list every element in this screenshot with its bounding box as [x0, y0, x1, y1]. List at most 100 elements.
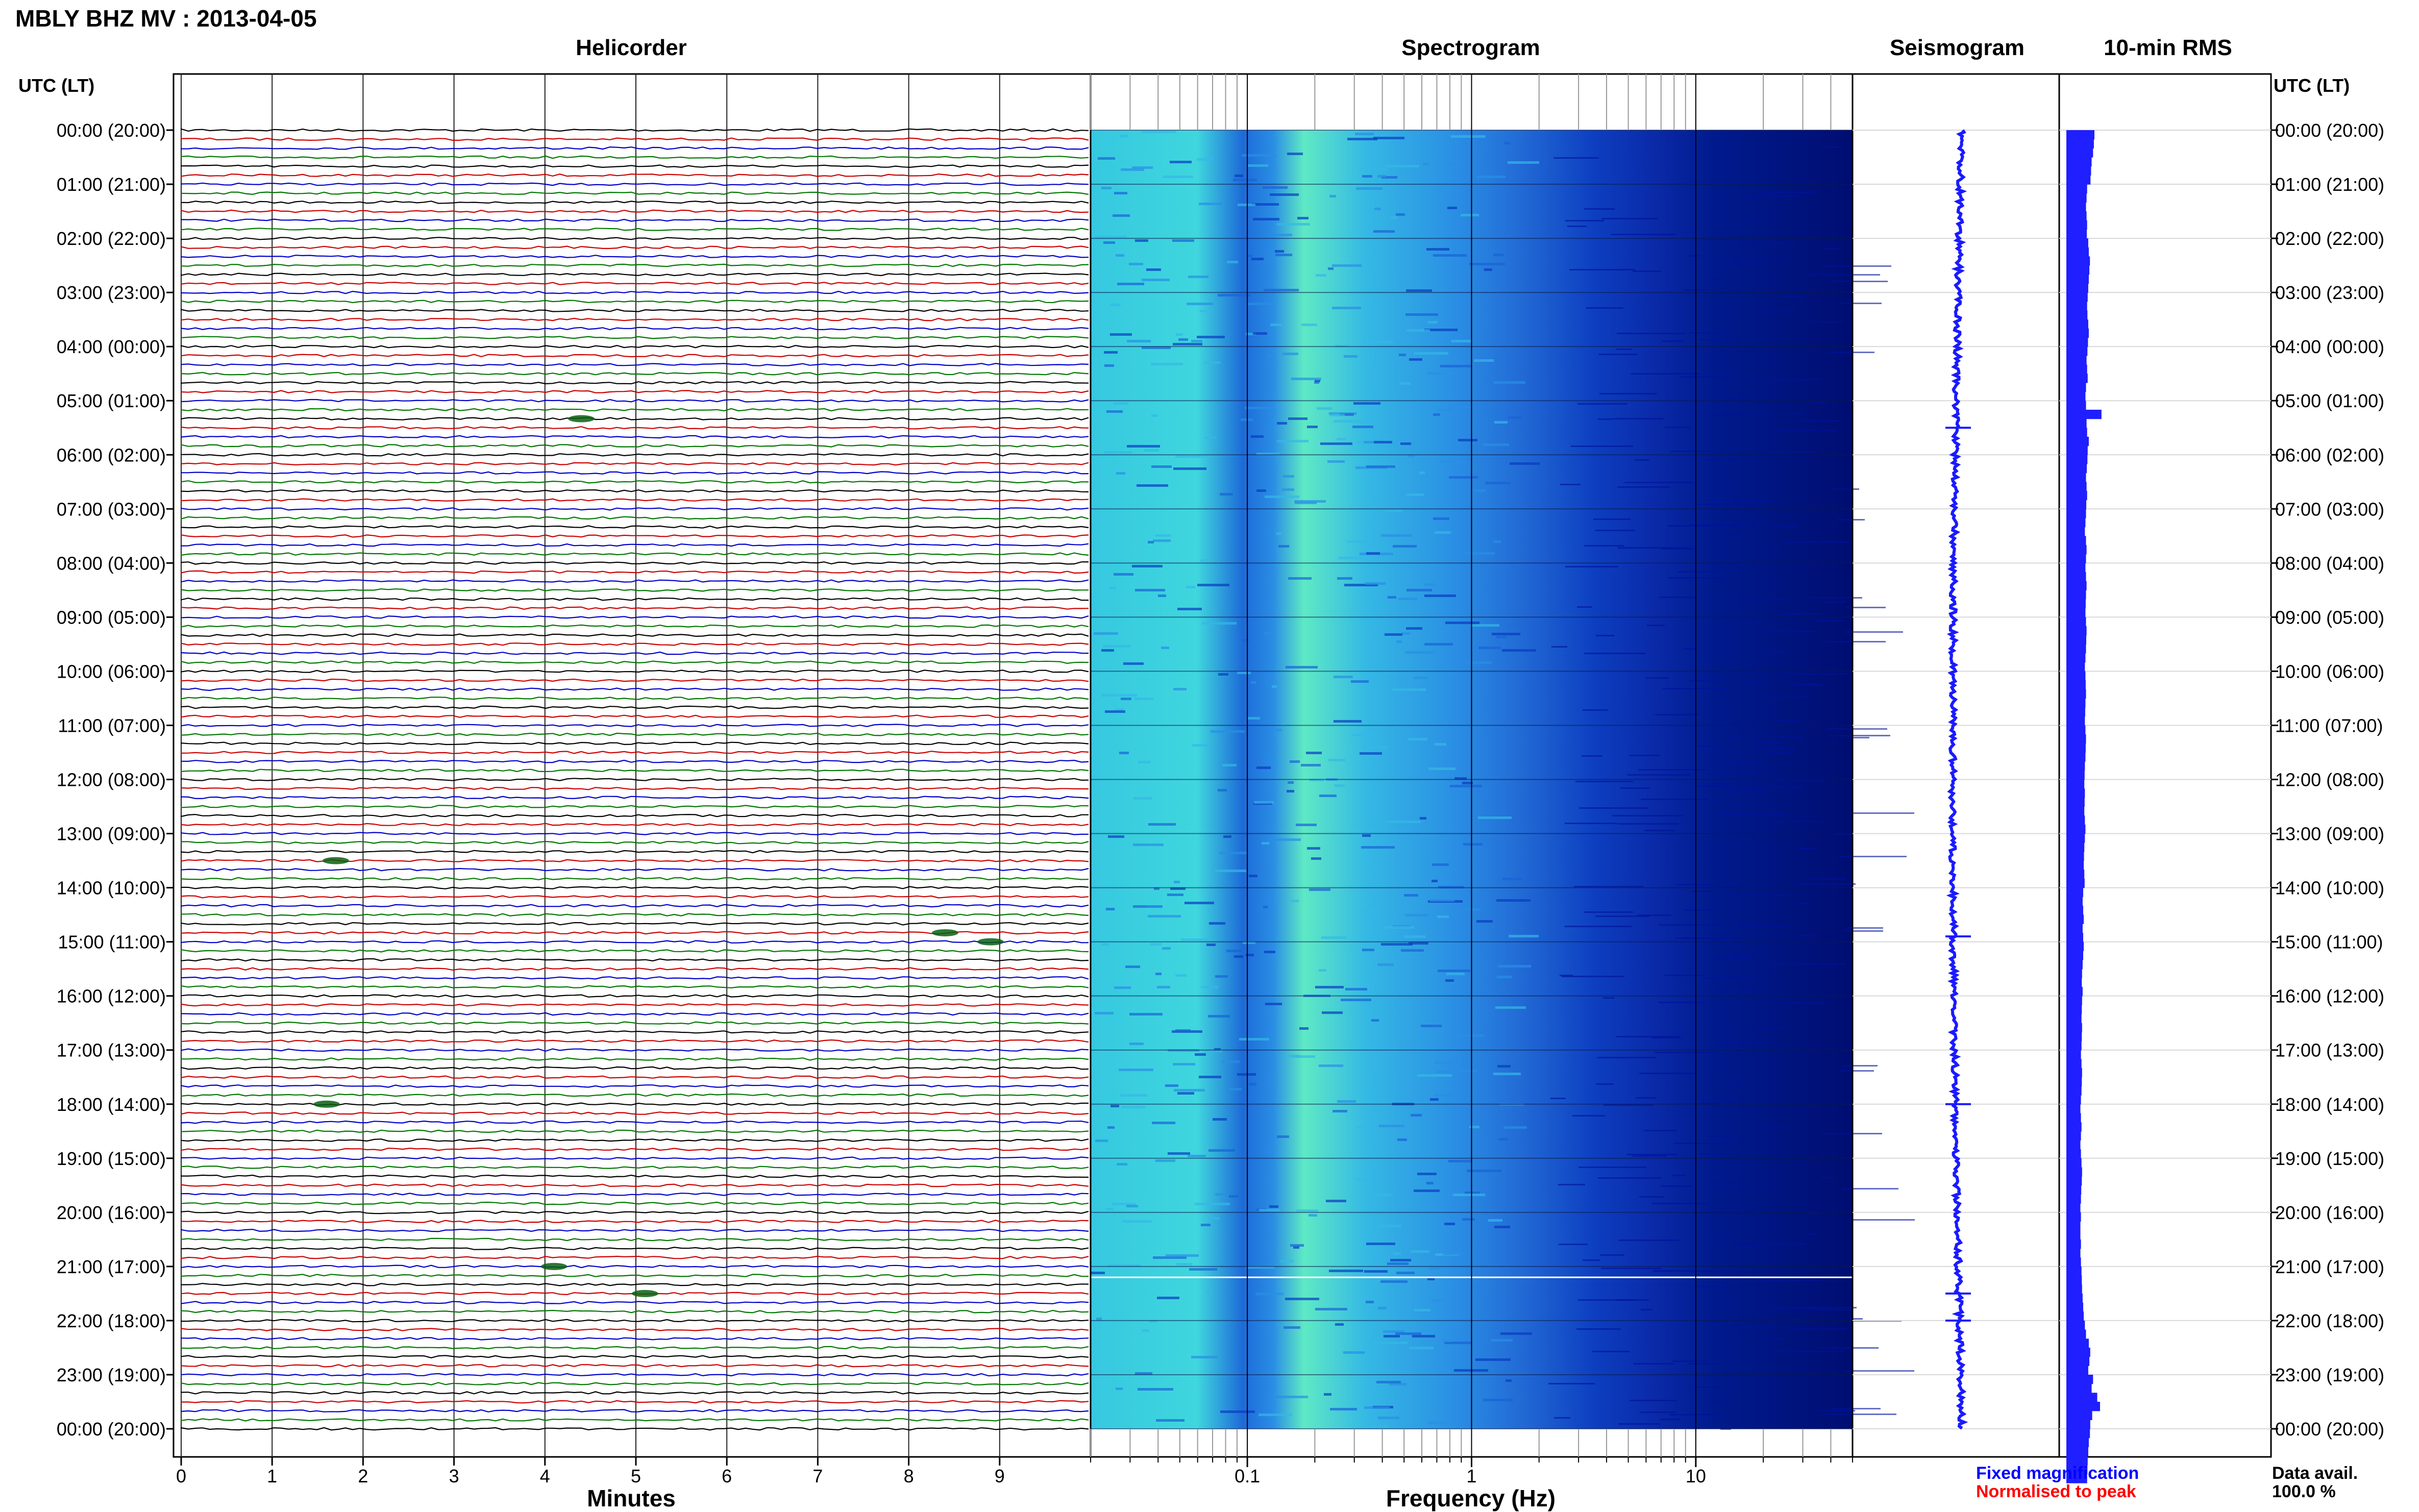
- helicorder-panel: 0 1 2 3 4 5 6 7 8 9: [172, 73, 1092, 1486]
- rms-bar: [2066, 319, 2088, 329]
- right-time-tick-label: 11:00 (07:00): [2275, 715, 2383, 736]
- spectrogram-texture: [1253, 218, 1279, 220]
- spectrogram-texture: [1285, 1298, 1319, 1300]
- right-time-tick-label: 22:00 (18:00): [2275, 1310, 2384, 1331]
- helicorder-trace: [180, 1210, 1089, 1214]
- helicorder-trace: [180, 705, 1089, 709]
- spectrogram-texture: [1421, 1025, 1442, 1027]
- spectrogram-texture: [1125, 965, 1140, 968]
- spectrogram-texture: [1823, 1414, 1836, 1415]
- spectrogram-texture: [1174, 881, 1180, 883]
- spectrogram-texture: [1782, 541, 1849, 543]
- spectrogram-texture: [1262, 842, 1269, 845]
- spectrogram-texture: [1596, 1083, 1614, 1085]
- helicorder-trace: [180, 164, 1089, 168]
- spectrogram-texture: [1355, 133, 1374, 135]
- spectrogram-texture: [1748, 220, 1762, 221]
- spectrogram-texture: [1201, 1224, 1211, 1226]
- spectrogram-texture: [1759, 1339, 1785, 1340]
- spectrogram-texture: [1265, 1003, 1282, 1005]
- right-time-tick-label: 19:00 (15:00): [2275, 1148, 2384, 1169]
- right-time-tick-label: 23:00 (19:00): [2275, 1365, 2384, 1385]
- rms-bar: [2066, 175, 2091, 185]
- spectrogram-texture: [1577, 606, 1592, 608]
- helicorder-trace: [180, 1309, 1089, 1313]
- spectrogram-texture: [1711, 1401, 1729, 1402]
- spectrogram-texture: [1698, 746, 1723, 747]
- spectrogram-texture: [1427, 372, 1441, 375]
- spectrogram-texture: [1664, 975, 1704, 976]
- spectrogram-texture: [1170, 887, 1186, 890]
- spectrogram-texture: [1220, 493, 1233, 495]
- spectrogram-texture: [1770, 1307, 1828, 1309]
- spectrogram-texture: [1700, 1103, 1738, 1104]
- spectrogram-texture: [1592, 1351, 1630, 1352]
- right-time-tick-label: 06:00 (02:00): [2275, 444, 2384, 465]
- spectrogram-texture: [1362, 949, 1374, 951]
- spectrogram-texture: [1756, 1125, 1788, 1127]
- spectrogram-texture: [1295, 502, 1317, 504]
- spectrogram-texture: [1275, 254, 1292, 256]
- helicorder-trace: [180, 1057, 1089, 1061]
- rms-bar: [2066, 1158, 2082, 1168]
- spectrogram-texture: [1653, 1270, 1712, 1272]
- rms-title: 10-min RMS: [2104, 35, 2232, 60]
- rms-bar: [2066, 418, 2087, 428]
- spectrogram-texture: [1301, 324, 1317, 326]
- spectrogram-texture: [1226, 950, 1241, 952]
- spectrogram-texture: [1248, 717, 1260, 720]
- left-time-tick-label: 15:00 (11:00): [58, 932, 166, 953]
- helicorder-trace: [180, 399, 1089, 403]
- rms-bar: [2066, 1086, 2082, 1096]
- spectrogram-texture: [1718, 988, 1764, 990]
- rms-bar: [2066, 1041, 2082, 1051]
- spectrogram-texture: [1734, 521, 1769, 523]
- helicorder-trace: [180, 173, 1089, 177]
- spectrogram-texture: [1831, 1408, 1881, 1409]
- helicorder-trace: [180, 1084, 1089, 1088]
- spectrogram-texture: [1330, 1408, 1357, 1410]
- spectrogram-texture: [1113, 214, 1130, 217]
- spectrogram-texture: [1269, 838, 1301, 841]
- rms-bar: [2066, 202, 2086, 212]
- spectrogram-texture: [1188, 276, 1208, 278]
- rms-bar: [2066, 1402, 2100, 1411]
- spectrogram-texture: [1451, 135, 1486, 138]
- spectrogram-texture: [1752, 631, 1815, 632]
- rms-bar: [2066, 328, 2089, 338]
- left-time-tick-label: 16:00 (12:00): [57, 986, 166, 1007]
- spectrogram-texture: [1408, 455, 1415, 457]
- spectrogram-texture: [1850, 1318, 1863, 1320]
- spectrogram-texture: [1384, 926, 1414, 929]
- right-time-tick-label: 12:00 (08:00): [2275, 770, 2384, 790]
- spectrogram-texture: [1437, 409, 1454, 411]
- spectrogram-texture: [1121, 698, 1131, 700]
- helicorder-trace: [180, 976, 1089, 980]
- spectrogram-texture: [1494, 1226, 1510, 1228]
- spectrogram-texture: [1283, 475, 1294, 478]
- spectrogram-texture: [1177, 1092, 1194, 1095]
- spectrogram-texture: [1144, 449, 1159, 452]
- spectrogram-texture: [1335, 784, 1345, 787]
- spectrogram-texture: [1282, 353, 1298, 355]
- spectrogram-texture: [1202, 622, 1237, 625]
- spectrogram-texture: [1229, 1195, 1239, 1198]
- spectrogram-texture: [1775, 1351, 1843, 1352]
- spectrogram-texture: [1616, 349, 1632, 350]
- helicorder-trace: [180, 606, 1089, 610]
- spectrogram-texture: [1114, 192, 1127, 194]
- spectrogram-texture: [1448, 1160, 1472, 1162]
- spectrogram-texture: [1461, 214, 1479, 216]
- rms-bar: [2066, 806, 2085, 816]
- helicorder-trace: [180, 769, 1089, 773]
- rms-bar: [2066, 1095, 2081, 1105]
- left-time-tick-label: 07:00 (03:00): [57, 499, 166, 519]
- spectrogram-texture: [1419, 472, 1425, 474]
- spectrogram-texture: [1474, 489, 1486, 492]
- spectrogram-texture: [1110, 1105, 1119, 1107]
- spectrogram-texture: [1751, 742, 1780, 743]
- rms-bar: [2066, 401, 2086, 410]
- spectrogram-texture: [1150, 943, 1162, 946]
- spectrogram-texture: [1379, 1125, 1404, 1127]
- rms-bar: [2066, 1284, 2082, 1294]
